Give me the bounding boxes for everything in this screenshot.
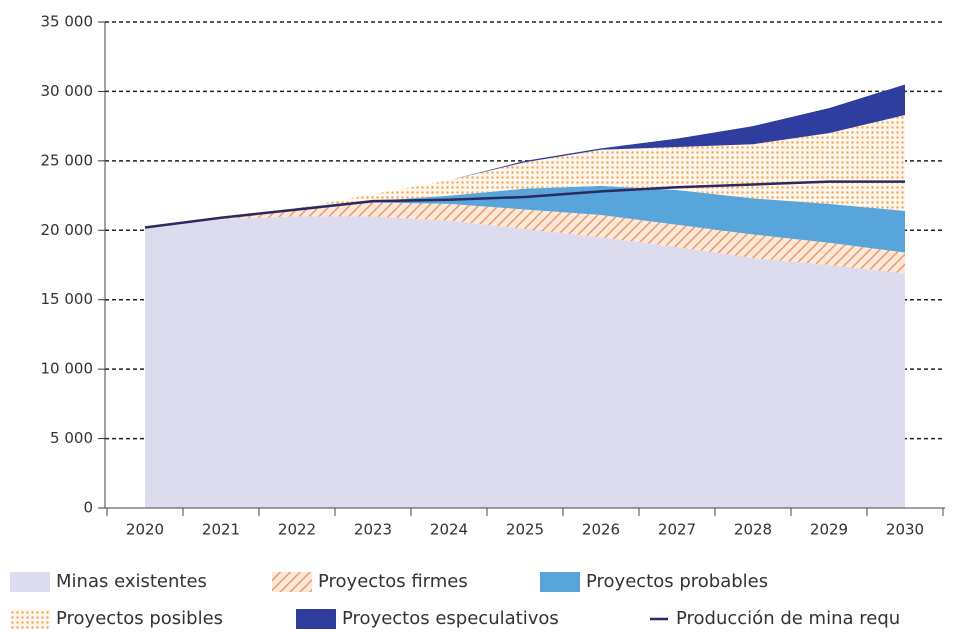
legend-label: Proyectos posibles — [56, 608, 223, 629]
legend-swatch — [296, 609, 336, 629]
y-tick-label: 30 000 — [41, 82, 94, 100]
area — [145, 202, 905, 274]
legend-swatch — [10, 609, 50, 629]
legend-label: Proyectos probables — [586, 571, 768, 592]
x-tick-label: 2023 — [354, 521, 392, 539]
y-tick-label: 15 000 — [41, 290, 94, 308]
x-tick-label: 2028 — [734, 521, 772, 539]
required-line — [144, 180, 905, 229]
x-tick-label: 2030 — [886, 521, 924, 539]
area — [145, 115, 905, 228]
y-tick-label: 0 — [83, 499, 93, 517]
legend-label: Producción de mina requ — [676, 608, 900, 629]
x-tick-label: 2027 — [658, 521, 696, 539]
legend-swatch — [10, 572, 50, 592]
y-tick-label: 35 000 — [41, 13, 94, 31]
y-tick-label: 20 000 — [41, 221, 94, 239]
x-tick-label: 2020 — [126, 521, 164, 539]
x-tick-label: 2022 — [278, 521, 316, 539]
legend-swatch — [272, 572, 312, 592]
x-tick-label: 2021 — [202, 521, 240, 539]
y-tick-label: 25 000 — [41, 151, 94, 169]
legend-label: Proyectos firmes — [318, 571, 468, 592]
x-tick-label: 2026 — [582, 521, 620, 539]
y-tick-label: 5 000 — [50, 429, 93, 447]
legend-swatch — [540, 572, 580, 592]
legend-label: Minas existentes — [56, 571, 207, 592]
area — [145, 216, 905, 508]
x-tick-label: 2025 — [506, 521, 544, 539]
x-tick-label: 2029 — [810, 521, 848, 539]
legend-label: Proyectos especulativos — [342, 608, 559, 629]
x-tick-label: 2024 — [430, 521, 468, 539]
area — [145, 185, 905, 253]
y-tick-label: 10 000 — [41, 360, 94, 378]
